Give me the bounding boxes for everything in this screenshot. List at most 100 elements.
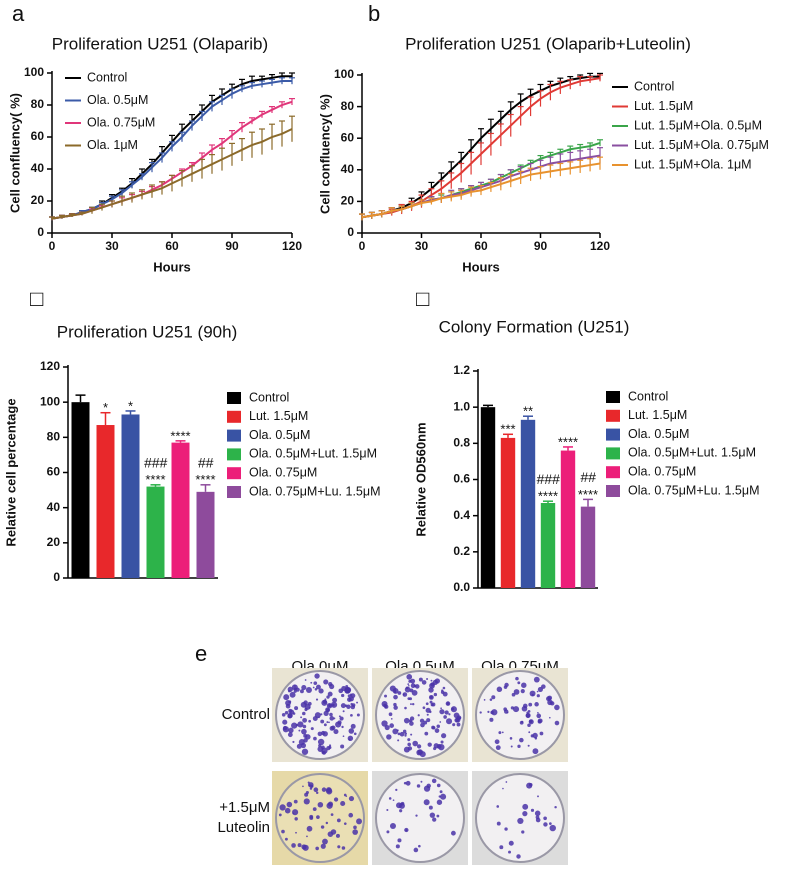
colony xyxy=(495,745,501,751)
significance-hashes: ## xyxy=(198,455,214,471)
colony xyxy=(508,840,514,846)
colony xyxy=(303,733,308,738)
colony xyxy=(479,711,482,714)
legend-label: Ola. 0.75μM+Lu. 1.5μM xyxy=(249,484,380,498)
colony xyxy=(389,723,395,728)
colony xyxy=(301,748,309,755)
colony xyxy=(315,698,319,701)
colony xyxy=(423,799,430,806)
legend-swatch xyxy=(606,391,620,403)
legend-swatch xyxy=(606,428,620,441)
colony xyxy=(302,711,306,716)
row-label: +1.5μM xyxy=(219,799,270,816)
colony xyxy=(314,688,318,691)
colony xyxy=(392,799,395,802)
x-tick-label: 60 xyxy=(165,239,179,253)
colony xyxy=(407,746,413,751)
colony xyxy=(410,733,413,736)
colony xyxy=(537,719,542,724)
chart-title: Colony Formation (U251) xyxy=(439,317,630,336)
colony xyxy=(519,737,524,743)
colony xyxy=(353,825,357,830)
colony xyxy=(288,708,293,713)
legend-swatch xyxy=(606,409,620,422)
y-tick-label: 40 xyxy=(31,161,45,175)
colony xyxy=(406,674,413,680)
legend-label: Ola. 0.5μM xyxy=(249,428,310,442)
colony xyxy=(404,706,407,710)
colony xyxy=(534,810,541,817)
bar xyxy=(71,402,90,578)
colony xyxy=(291,843,296,848)
colony xyxy=(292,812,295,815)
colony xyxy=(312,807,317,812)
x-tick-label: 90 xyxy=(534,239,548,253)
colony xyxy=(397,691,402,695)
bar xyxy=(96,425,115,578)
colony xyxy=(348,812,354,818)
colony xyxy=(526,711,529,714)
legend-label: Ola. 1μM xyxy=(87,138,138,152)
colony xyxy=(323,679,329,685)
colony xyxy=(286,801,293,808)
colony xyxy=(333,729,339,735)
colony xyxy=(393,694,398,700)
colony xyxy=(350,704,356,710)
colony xyxy=(509,737,513,740)
error-bar xyxy=(175,440,186,443)
significance-hashes: ## xyxy=(580,469,596,485)
colony xyxy=(392,728,399,735)
colony xyxy=(348,796,355,802)
colony xyxy=(543,816,547,821)
colony xyxy=(417,714,420,717)
colony xyxy=(442,686,446,690)
colony xyxy=(341,693,345,698)
colony xyxy=(549,822,552,826)
error-bar xyxy=(543,500,553,504)
colony xyxy=(541,684,546,689)
colony xyxy=(536,690,539,693)
colony xyxy=(554,805,557,809)
colony xyxy=(308,719,312,723)
legend-label: Lut. 1.5μM xyxy=(634,99,693,113)
colony xyxy=(389,822,396,830)
colony xyxy=(416,744,422,749)
colony xyxy=(322,731,328,737)
colony xyxy=(504,827,508,831)
significance-stars: **** xyxy=(558,434,578,449)
colony xyxy=(424,731,429,736)
y-tick-label: 100 xyxy=(40,394,60,408)
colony xyxy=(554,704,560,711)
y-tick-label: 0.4 xyxy=(453,508,470,522)
colony xyxy=(532,748,539,755)
colony xyxy=(533,676,540,683)
colony xyxy=(386,734,392,740)
colony xyxy=(402,692,408,697)
colony xyxy=(295,723,299,727)
y-tick-label: 60 xyxy=(31,129,45,143)
colony xyxy=(327,691,333,697)
colony xyxy=(528,731,531,734)
colony xyxy=(313,681,318,686)
panel-letter: □ xyxy=(30,286,43,311)
x-tick-label: 120 xyxy=(282,239,302,253)
colony xyxy=(429,812,436,818)
panel-letter: □ xyxy=(416,286,429,311)
error-bar xyxy=(100,411,111,426)
row-label: Control xyxy=(222,706,270,723)
colony xyxy=(411,702,415,706)
colony xyxy=(350,702,353,706)
colony xyxy=(439,790,443,794)
colony xyxy=(341,685,347,692)
colony xyxy=(434,728,440,733)
significance-stars: * xyxy=(128,398,133,413)
bar xyxy=(540,503,556,588)
bar xyxy=(520,419,536,588)
chart-panel: □ Colony Formation (U251) Relative OD560nm… xyxy=(413,286,759,594)
significance-stars: **** xyxy=(145,472,165,487)
colony xyxy=(288,700,292,704)
colony xyxy=(332,697,338,703)
colony xyxy=(341,725,344,729)
colony xyxy=(356,713,360,717)
colony xyxy=(443,715,447,719)
